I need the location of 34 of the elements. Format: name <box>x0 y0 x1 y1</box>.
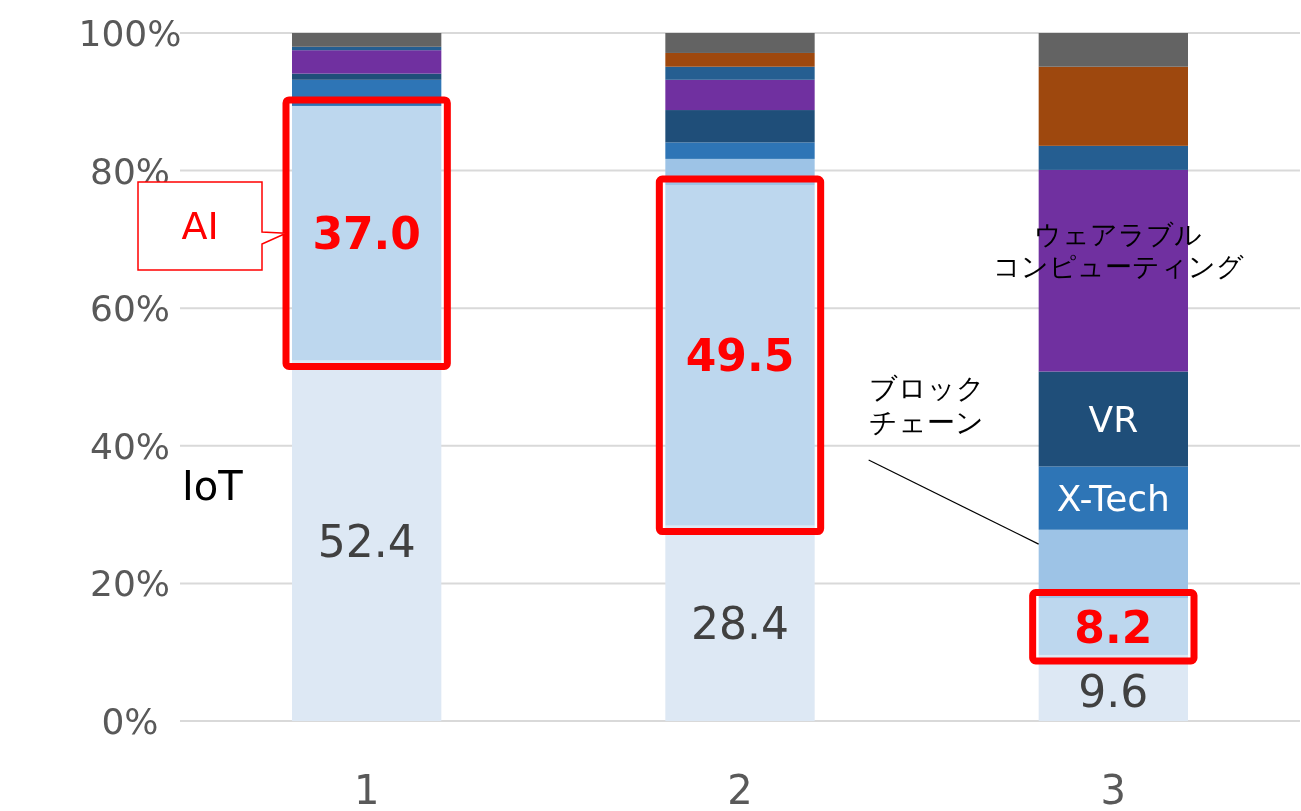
x-tick-label: 1 <box>353 767 380 811</box>
data-label: 8.2 <box>1074 601 1153 653</box>
bar <box>1038 145 1188 170</box>
bar <box>665 110 815 143</box>
bar <box>665 142 815 159</box>
bar <box>665 66 815 80</box>
series-label: IoT <box>182 463 244 509</box>
x-tick-label: 3 <box>1100 767 1127 811</box>
x-tick-label: 2 <box>727 767 753 811</box>
series-label: X-Tech <box>1056 477 1170 519</box>
data-label: 37.0 <box>312 207 421 259</box>
data-label: 28.4 <box>691 597 789 649</box>
bar <box>1038 466 1188 530</box>
data-label: 9.6 <box>1078 665 1149 717</box>
text: ブロックチェーン <box>868 371 985 439</box>
y-tick-label: 80% <box>89 150 171 192</box>
bar <box>292 33 442 47</box>
bar <box>665 79 815 111</box>
series-label: VR <box>1088 398 1139 440</box>
y-tick-label: 0% <box>101 700 159 742</box>
data-label: 52.4 <box>317 515 416 567</box>
bar <box>292 50 442 74</box>
bar <box>665 52 815 67</box>
bar <box>1038 371 1188 467</box>
bar <box>292 73 442 80</box>
y-tick-label: 100% <box>78 12 182 54</box>
series-label: AI <box>181 204 219 248</box>
y-tick-label: 40% <box>89 425 171 467</box>
y-tick-label: 20% <box>89 562 171 604</box>
bar <box>1038 33 1188 67</box>
y-tick-label: 60% <box>89 287 171 329</box>
bar <box>1038 66 1188 146</box>
data-label: 49.5 <box>685 329 795 381</box>
bar <box>665 33 815 53</box>
